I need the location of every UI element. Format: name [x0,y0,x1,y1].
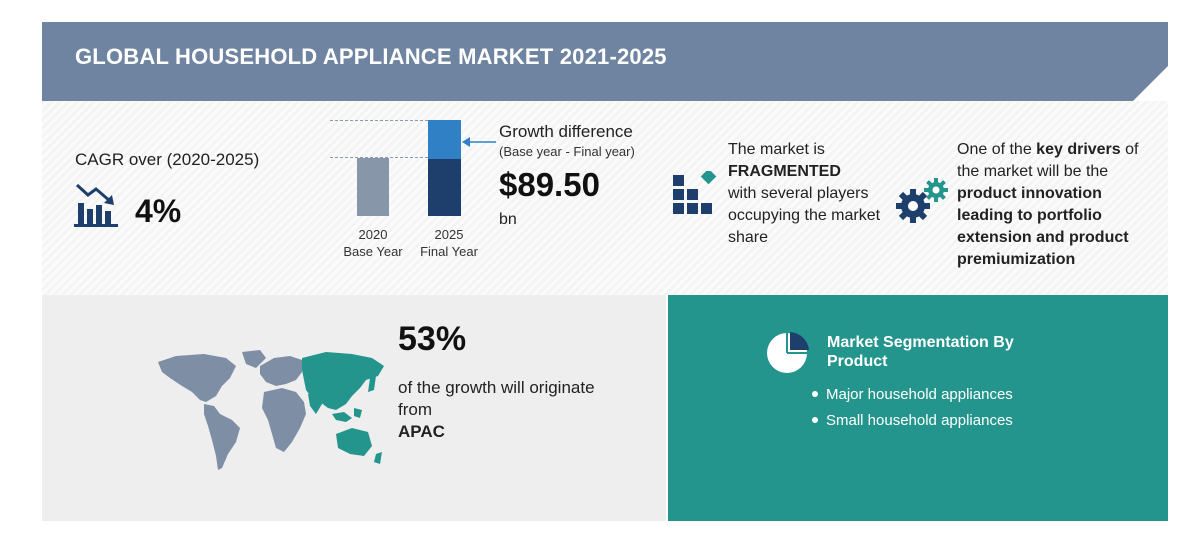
pie-chart-icon [766,330,810,379]
drivers-emphasis: key drivers [1036,141,1121,158]
growth-title: Growth difference [499,122,633,141]
final-year-number: 2025 [434,227,464,242]
world-map-icon [156,348,386,478]
base-year-bar [357,158,389,216]
bullet-icon [812,417,818,424]
summary-band [42,101,1168,295]
drivers-driver: product innovation leading to portfolio … [957,185,1129,268]
cagr-label: CAGR over (2020-2025) [75,150,260,169]
segmentation-panel [668,295,1168,521]
apac-description: of the growth will originate from [398,378,595,419]
final-year-caption: Final Year [420,244,478,259]
fragmented-line-3: with several players occupying the marke… [728,185,881,246]
segmentation-title: Market Segmentation By Product [827,334,1014,370]
growth-arrow-icon [462,130,498,161]
final-year-growth-bar [428,120,461,159]
apac-share-value: 53% [398,320,467,358]
bullet-icon [812,391,818,398]
final-year-guide-line [330,120,428,121]
growth-value: $89.50 [499,166,600,203]
segment-item-label: Small household appliances [826,412,1013,429]
segment-item: Small household appliances [812,412,1013,429]
segment-item: Major household appliances [812,386,1013,403]
segment-item-label: Major household appliances [826,386,1013,403]
base-year-caption: Base Year [343,244,403,259]
drivers-prefix: One of the [957,141,1037,158]
header-banner [42,22,1168,101]
growth-unit: bn [499,211,517,228]
apac-text: of the growth will originate from APAC [398,377,608,443]
trend-down-chart-icon [74,181,122,232]
base-year-number: 2020 [358,227,388,242]
base-year-guide-line [330,157,428,158]
apac-region-name: APAC [398,422,445,441]
final-year-label: 2025 Final Year [410,226,488,260]
fragmented-emphasis: FRAGMENTED [728,163,841,180]
cagr-value: 4% [135,193,182,229]
final-year-base-bar [428,159,461,216]
page-title: GLOBAL HOUSEHOLD APPLIANCE MARKET 2021-2… [75,44,667,69]
base-year-label: 2020 Base Year [333,226,413,260]
fragmented-text: The market is FRAGMENTED with several pl… [728,139,888,249]
gears-icon [895,178,951,229]
drivers-middle: of the market will be the [957,141,1139,180]
growth-subtitle: (Base year - Final year) [499,144,635,159]
fragmented-line-1: The market is [728,141,825,158]
blocks-icon [673,168,719,222]
drivers-text: One of the key drivers of the market wil… [957,139,1162,271]
